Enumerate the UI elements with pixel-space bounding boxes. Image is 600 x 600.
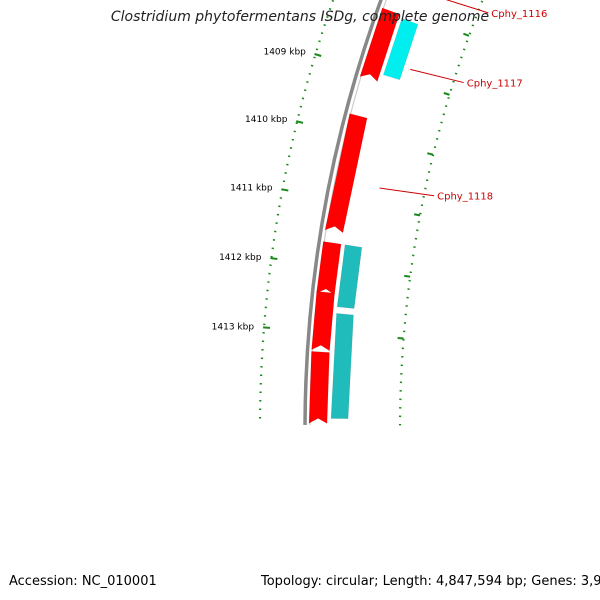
gene-arrow (359, 7, 400, 82)
inner-scale-tick (463, 32, 470, 37)
feature-box (330, 313, 354, 419)
gene-arrow (324, 113, 368, 234)
inner-scale-tick (443, 92, 450, 96)
map-title: Clostridium phytofermentans ISDg, comple… (110, 9, 490, 25)
gene-arrow (311, 290, 335, 352)
scale-tick (295, 120, 304, 124)
tick-rings (258, 0, 484, 426)
scale-tick-label: 1412 kbp (219, 253, 262, 263)
gene-label: Cphy_1116 (491, 9, 547, 20)
backbone-line (303, 0, 383, 425)
inner-scale-tick (413, 213, 421, 217)
scale-tick (314, 53, 322, 57)
feature-box (383, 18, 419, 81)
scale-tick (281, 188, 289, 192)
gene-label-leader (410, 68, 464, 84)
gene-label: Cphy_1117 (467, 79, 523, 90)
genome-summary-text: Topology: circular; Length: 4,847,594 bp… (261, 574, 600, 589)
gene-arrow (308, 351, 330, 424)
feature-box (336, 244, 363, 309)
scale-tick-label: 1409 kbp (263, 47, 306, 57)
inner-scale-tick (427, 152, 434, 156)
scale-tick (270, 257, 278, 260)
inner-scale-tick (404, 274, 411, 278)
labels: 1403 kbp1404 kbp1405 kbp1406 kbp1407 kbp… (212, 0, 547, 333)
inner-dotted-ring (398, 0, 484, 426)
gene-features (308, 0, 419, 424)
gene-label-leader (379, 187, 435, 197)
gene-arrow (316, 241, 342, 296)
scale-tick-label: 1411 kbp (230, 184, 273, 194)
gene-label: Cphy_1118 (437, 192, 493, 203)
gene-label-leader (445, 0, 489, 14)
scale-tick-label: 1413 kbp (212, 323, 255, 333)
scale-tick-label: 1410 kbp (245, 115, 288, 125)
accession-text: Accession: NC_010001 (9, 574, 157, 589)
scale-tick (262, 326, 271, 329)
